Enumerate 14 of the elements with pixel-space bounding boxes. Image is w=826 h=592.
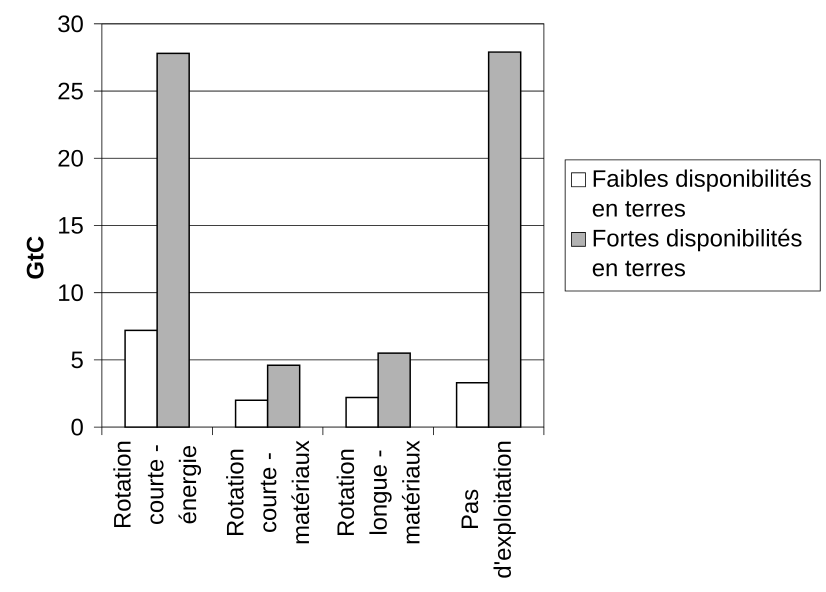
y-axis-title: GtC: [26, 236, 44, 279]
y-tick-label: 30: [58, 15, 83, 32]
y-tick-label: 20: [58, 150, 83, 167]
x-tick-label: Rotation longue - matériaux: [336, 440, 420, 544]
y-tick-label: 10: [59, 284, 83, 302]
y-tick-label: 25: [58, 82, 83, 100]
y-tick-label: 15: [59, 217, 83, 234]
legend-label: Faibles disponibilités en terres: [592, 169, 811, 217]
x-tick-label: Pas d'exploitation: [462, 442, 516, 578]
x-tick-label: Rotation courte - énergie: [113, 442, 202, 528]
y-tick-label: 0: [71, 418, 83, 436]
legend-label: Fortes disponibilités en terres: [592, 228, 802, 276]
x-tick-label: Rotation courte - matériaux: [226, 440, 310, 544]
y-tick-label: 5: [71, 352, 83, 368]
